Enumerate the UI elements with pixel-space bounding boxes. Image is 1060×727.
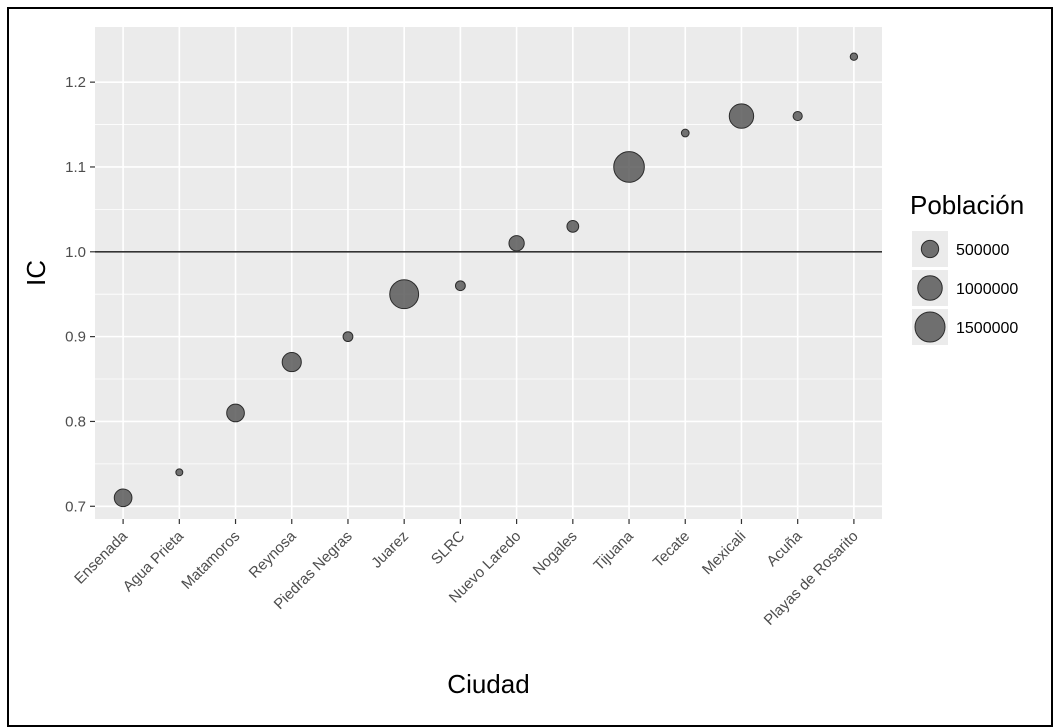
data-point (728, 103, 755, 129)
data-point (281, 351, 302, 373)
data-point (389, 279, 420, 310)
x-tick-label: Reynosa (246, 527, 300, 581)
data-point (792, 110, 803, 122)
x-tick-label: Tijuana (590, 527, 637, 574)
y-tick-label: 1.1 (65, 159, 86, 176)
x-tick-label: Juarez (368, 528, 412, 572)
data-point (226, 403, 245, 423)
x-tick-label: SLRC (428, 528, 468, 568)
y-tick-label: 0.9 (65, 329, 86, 346)
x-tick-label: Matamoros (178, 528, 243, 593)
legend-label: 1500000 (956, 320, 1018, 337)
x-tick-label: Playas de Rosarito (761, 528, 862, 629)
x-tick-label: Nogales (530, 528, 581, 579)
data-point (508, 235, 525, 252)
legend-symbol (917, 275, 943, 301)
legend-title: Población (910, 190, 1024, 220)
data-point (454, 280, 466, 292)
x-tick-label: Ensenada (71, 527, 131, 587)
data-points (113, 52, 859, 508)
y-tick-label: 0.8 (65, 413, 86, 430)
x-tick-label: Agua Prieta (120, 527, 188, 595)
y-axis-ticks: 0.7 0.8 0.9 1.0 1.1 1.2 (65, 74, 95, 515)
plot-panel (95, 27, 882, 519)
y-tick-label: 1.0 (65, 244, 86, 261)
data-point (849, 52, 859, 61)
legend-label: 1000000 (956, 281, 1018, 298)
data-point (175, 468, 184, 477)
x-tick-label: Mexicali (699, 528, 749, 578)
data-point (613, 151, 645, 183)
y-tick-label: 0.7 (65, 498, 86, 515)
data-point (680, 128, 690, 138)
data-point (113, 488, 133, 508)
legend-symbol (920, 239, 940, 259)
legend-symbol (914, 311, 946, 343)
x-axis-title: Ciudad (447, 669, 529, 699)
legend-label: 500000 (956, 242, 1009, 259)
data-point (566, 219, 580, 233)
y-tick-label: 1.2 (65, 74, 86, 91)
x-tick-label: Tecate (650, 528, 693, 571)
y-axis-title: IC (21, 260, 51, 286)
x-tick-label: Acuña (763, 527, 806, 570)
legend: Población 500000 1000000 1500000 (910, 190, 1024, 345)
data-point (342, 331, 354, 343)
